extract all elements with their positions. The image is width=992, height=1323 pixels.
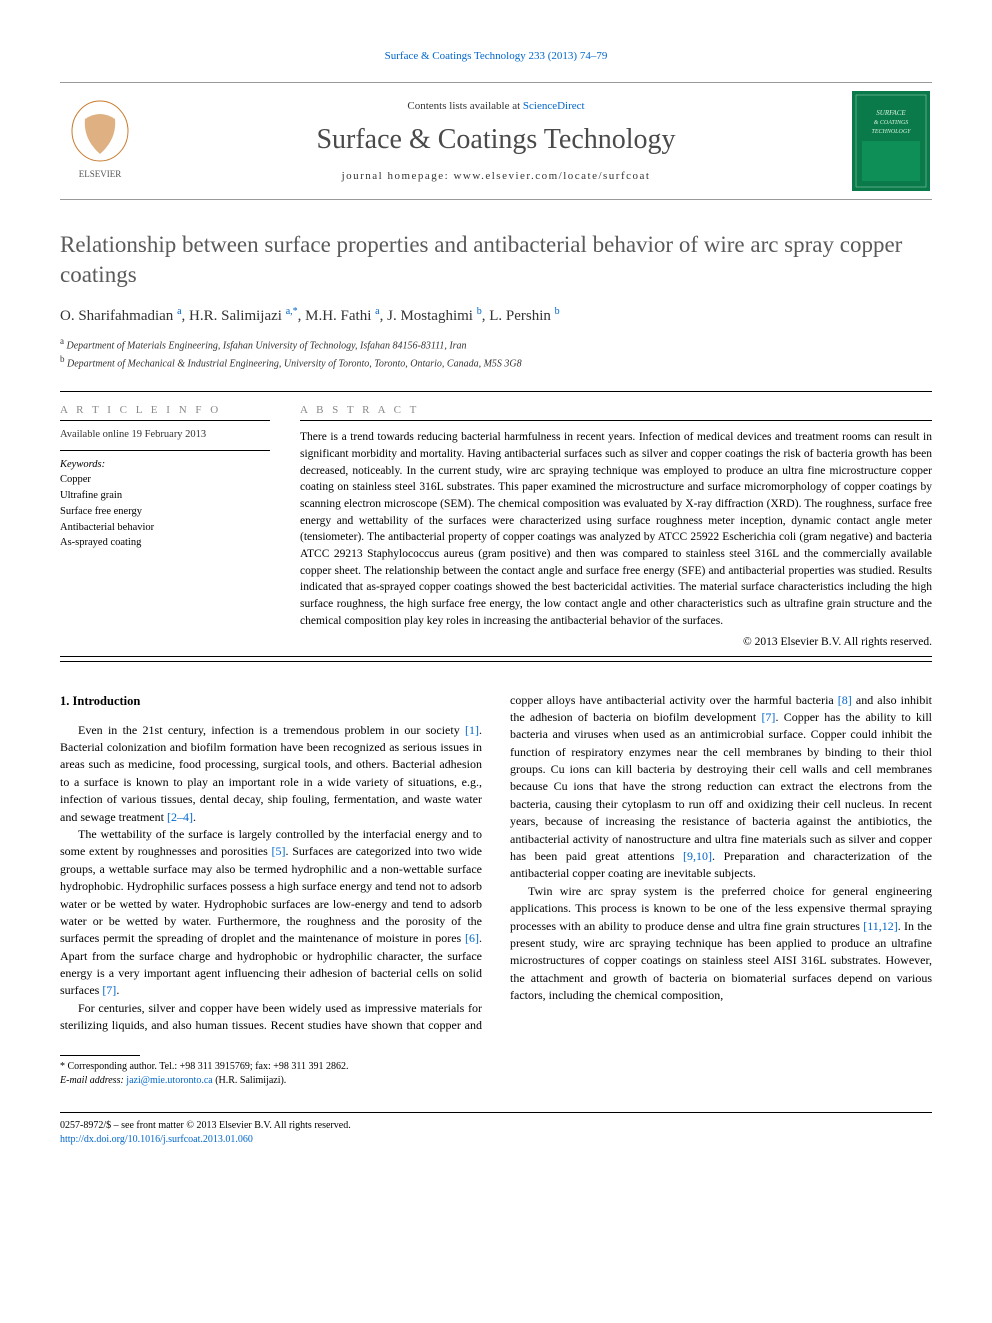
keyword: Surface free energy bbox=[60, 504, 270, 520]
author-5-sup: b bbox=[555, 306, 560, 317]
authors: O. Sharifahmadian a, H.R. Salimijazi a,*… bbox=[60, 306, 932, 325]
journal-header: ELSEVIER Contents lists available at Sci… bbox=[60, 82, 932, 200]
elsevier-logo: ELSEVIER bbox=[60, 96, 140, 186]
affiliation-b: Department of Mechanical & Industrial En… bbox=[67, 358, 522, 369]
author-4: J. Mostaghimi bbox=[387, 308, 473, 324]
contents-prefix: Contents lists available at bbox=[407, 100, 522, 112]
footer-copyright: 0257-8972/$ – see front matter © 2013 El… bbox=[60, 1119, 932, 1133]
email-label: E-mail address: bbox=[60, 1075, 126, 1086]
keyword: As-sprayed coating bbox=[60, 535, 270, 551]
affiliations: a Department of Materials Engineering, I… bbox=[60, 335, 932, 372]
citation[interactable]: [1] bbox=[465, 723, 479, 737]
citation[interactable]: [8] bbox=[838, 693, 852, 707]
article-title: Relationship between surface properties … bbox=[60, 230, 932, 290]
article-info: A R T I C L E I N F O Available online 1… bbox=[60, 404, 270, 647]
abstract-text: There is a trend towards reducing bacter… bbox=[300, 429, 932, 629]
keyword: Ultrafine grain bbox=[60, 488, 270, 504]
body-paragraph: Twin wire arc spray system is the prefer… bbox=[510, 883, 932, 1005]
svg-text:& COATINGS: & COATINGS bbox=[874, 120, 909, 126]
author-4-sup: b bbox=[477, 306, 482, 317]
footer: 0257-8972/$ – see front matter © 2013 El… bbox=[60, 1112, 932, 1147]
doi-link[interactable]: http://dx.doi.org/10.1016/j.surfcoat.201… bbox=[60, 1133, 932, 1147]
citation[interactable]: [6] bbox=[465, 931, 479, 945]
corr-name: (H.R. Salimijazi). bbox=[213, 1075, 287, 1086]
section-heading-intro: 1. Introduction bbox=[60, 692, 482, 710]
citation[interactable]: [7] bbox=[102, 983, 116, 997]
affiliation-a: Department of Materials Engineering, Isf… bbox=[67, 340, 467, 351]
article-info-heading: A R T I C L E I N F O bbox=[60, 404, 270, 416]
citation[interactable]: [9,10] bbox=[683, 849, 712, 863]
author-2: H.R. Salimijazi bbox=[189, 308, 282, 324]
journal-citation[interactable]: Surface & Coatings Technology 233 (2013)… bbox=[60, 50, 932, 62]
author-3-sup: a bbox=[375, 306, 379, 317]
journal-cover-icon: SURFACE & COATINGS TECHNOLOGY bbox=[852, 91, 932, 191]
abstract: A B S T R A C T There is a trend towards… bbox=[300, 404, 932, 647]
available-online: Available online 19 February 2013 bbox=[60, 429, 270, 440]
keyword: Copper bbox=[60, 472, 270, 488]
journal-homepage: journal homepage: www.elsevier.com/locat… bbox=[140, 170, 852, 182]
journal-title: Surface & Coatings Technology bbox=[140, 124, 852, 156]
citation[interactable]: [7] bbox=[761, 710, 775, 724]
body-paragraph: Even in the 21st century, infection is a… bbox=[60, 722, 482, 826]
keywords-label: Keywords: bbox=[60, 459, 270, 470]
abstract-heading: A B S T R A C T bbox=[300, 404, 932, 416]
keywords-list: Copper Ultrafine grain Surface free ener… bbox=[60, 472, 270, 551]
svg-text:SURFACE: SURFACE bbox=[876, 109, 906, 117]
corr-marker[interactable]: * bbox=[293, 306, 298, 317]
citation[interactable]: [5] bbox=[272, 844, 286, 858]
corr-email[interactable]: jazi@mie.utoronto.ca bbox=[126, 1075, 212, 1086]
author-1: O. Sharifahmadian bbox=[60, 308, 173, 324]
sciencedirect-link[interactable]: ScienceDirect bbox=[523, 100, 585, 112]
corresponding-note: * Corresponding author. Tel.: +98 311 39… bbox=[60, 1055, 479, 1088]
author-1-sup: a bbox=[177, 306, 181, 317]
keyword: Antibacterial behavior bbox=[60, 520, 270, 536]
corr-tel: * Corresponding author. Tel.: +98 311 39… bbox=[60, 1060, 479, 1074]
contents-line: Contents lists available at ScienceDirec… bbox=[140, 100, 852, 112]
svg-text:ELSEVIER: ELSEVIER bbox=[79, 169, 122, 179]
svg-text:TECHNOLOGY: TECHNOLOGY bbox=[871, 129, 911, 135]
citation[interactable]: [2–4] bbox=[167, 810, 193, 824]
body-text: 1. Introduction Even in the 21st century… bbox=[60, 692, 932, 1035]
author-3: M.H. Fathi bbox=[305, 308, 371, 324]
copyright: © 2013 Elsevier B.V. All rights reserved… bbox=[300, 636, 932, 648]
author-5: L. Pershin bbox=[489, 308, 551, 324]
body-paragraph: The wettability of the surface is largel… bbox=[60, 826, 482, 1000]
author-2-sup: a, bbox=[286, 306, 293, 317]
citation[interactable]: [11,12] bbox=[863, 919, 898, 933]
